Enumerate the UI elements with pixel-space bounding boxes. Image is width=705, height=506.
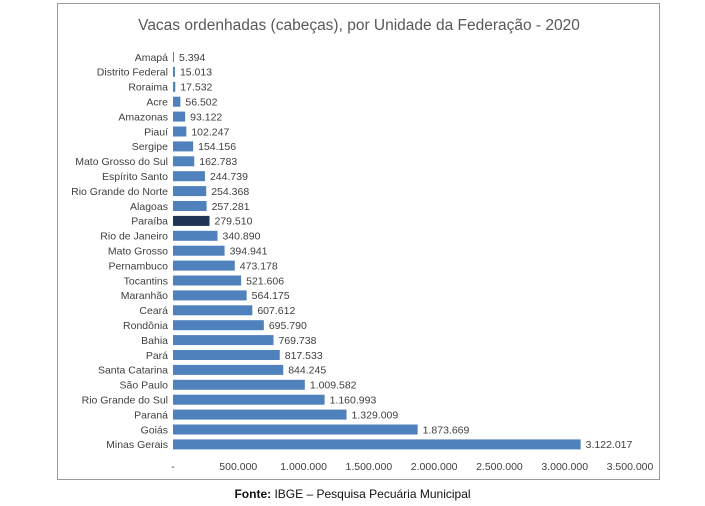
bar-sergipe <box>173 141 194 152</box>
bar-maranhao <box>173 290 247 301</box>
value-label-piaui: 102.247 <box>191 126 229 138</box>
value-label-goias: 1.873.669 <box>423 424 470 436</box>
category-label-mato-grosso: Mato Grosso <box>108 246 168 258</box>
chart-title: Vacas ordenhadas (cabeças), por Unidade … <box>138 17 580 34</box>
value-label-rondonia: 695.790 <box>269 320 307 332</box>
value-label-ceara: 607.612 <box>257 305 295 317</box>
category-label-parana: Paraná <box>134 409 168 421</box>
bar-mato-grosso-do-sul <box>173 156 195 167</box>
value-label-amazonas: 93.122 <box>190 111 222 123</box>
value-label-rio-de-janeiro: 340.890 <box>223 231 261 243</box>
category-label-distrito-federal: Distrito Federal <box>97 67 168 79</box>
category-label-paraiba: Paraíba <box>131 216 168 228</box>
bar-chart: Vacas ordenhadas (cabeças), por Unidade … <box>71 17 653 473</box>
bar-rondonia <box>173 320 264 331</box>
value-label-mato-grosso-do-sul: 162.783 <box>199 156 237 168</box>
bar-ceara <box>173 305 253 316</box>
value-label-sergipe: 154.156 <box>198 141 236 153</box>
value-label-espirito-santo: 244.739 <box>210 171 248 183</box>
bar-amazonas <box>173 111 186 122</box>
x-tick-label: - <box>171 461 175 473</box>
bar-minas-gerais <box>173 439 581 450</box>
bar-piaui <box>173 126 187 137</box>
bar-rio-grande-do-norte <box>173 186 207 197</box>
category-label-sao-paulo: São Paulo <box>120 380 169 392</box>
x-tick-label: 3.000.000 <box>541 461 588 473</box>
x-tick-label: 3.500.000 <box>607 461 654 473</box>
bar-santa-catarina <box>173 364 284 375</box>
value-label-paraiba: 279.510 <box>214 216 252 228</box>
value-label-santa-catarina: 844.245 <box>288 365 326 377</box>
bar-roraima <box>173 81 176 92</box>
category-label-para: Pará <box>146 350 168 362</box>
bar-paraiba <box>173 215 210 226</box>
x-tick-label: 1.000.000 <box>280 461 327 473</box>
bar-tocantins <box>173 275 242 286</box>
value-label-rio-grande-do-norte: 254.368 <box>211 186 249 198</box>
x-tick-label: 2.500.000 <box>476 461 523 473</box>
bar-alagoas <box>173 201 207 211</box>
bar-espirito-santo <box>173 171 205 182</box>
bar-rio-de-janeiro <box>173 230 218 241</box>
bar-distrito-federal <box>173 66 175 77</box>
value-label-minas-gerais: 3.122.017 <box>586 439 633 451</box>
value-label-parana: 1.329.009 <box>352 409 399 421</box>
category-label-rio-grande-do-sul: Rio Grande do Sul <box>82 395 168 407</box>
bar-bahia <box>173 335 274 346</box>
category-label-mato-grosso-do-sul: Mato Grosso do Sul <box>75 156 168 168</box>
bar-parana <box>173 409 347 420</box>
bar-sao-paulo <box>173 379 305 390</box>
value-label-roraima: 17.532 <box>180 82 212 94</box>
category-label-bahia: Bahia <box>141 335 168 347</box>
category-label-pernambuco: Pernambuco <box>108 260 168 272</box>
x-tick-label: 2.000.000 <box>411 461 458 473</box>
value-label-tocantins: 521.606 <box>246 275 284 287</box>
x-tick-label: 500.000 <box>219 461 257 473</box>
x-axis-ticks: - 500.000 1.000.000 1.500.000 2.000.000 2.500… <box>171 461 653 473</box>
value-label-rio-grande-do-sul: 1.160.993 <box>330 395 377 407</box>
bar-goias <box>173 424 418 435</box>
value-label-acre: 56.502 <box>185 97 217 109</box>
bar-mato-grosso <box>173 245 225 256</box>
category-label-amapa: Amapá <box>135 52 168 64</box>
x-tick-label: 1.500.000 <box>345 461 392 473</box>
value-label-amapa: 5.394 <box>179 52 205 64</box>
bar-rio-grande-do-sul <box>173 394 325 405</box>
category-label-sergipe: Sergipe <box>132 141 168 153</box>
value-label-para: 817.533 <box>285 350 323 362</box>
bar-amapa <box>173 52 174 62</box>
source-note: Fonte: IBGE – Pesquisa Pecuária Municipa… <box>0 487 705 501</box>
value-label-pernambuco: 473.178 <box>240 260 278 272</box>
bar-para <box>173 350 280 360</box>
category-label-roraima: Roraima <box>128 82 168 94</box>
category-label-maranhao: Maranhão <box>121 290 168 302</box>
category-label-acre: Acre <box>146 97 168 109</box>
category-label-alagoas: Alagoas <box>130 201 168 213</box>
category-label-tocantins: Tocantins <box>124 275 168 287</box>
category-label-santa-catarina: Santa Catarina <box>98 365 168 377</box>
category-label-rio-de-janeiro: Rio de Janeiro <box>100 231 168 243</box>
category-label-goias: Goiás <box>141 424 168 436</box>
category-label-espirito-santo: Espírito Santo <box>102 171 168 183</box>
bar-acre <box>173 96 181 107</box>
bar-pernambuco <box>173 260 235 271</box>
source-text: IBGE – Pesquisa Pecuária Municipal <box>271 487 471 501</box>
category-label-amazonas: Amazonas <box>118 111 168 123</box>
bars-layer: Amapá 5.394 Distrito Federal 15.013 Roraima 1… <box>71 52 632 451</box>
category-label-minas-gerais: Minas Gerais <box>106 439 168 451</box>
value-label-alagoas: 257.281 <box>212 201 250 213</box>
category-label-piaui: Piauí <box>144 126 168 138</box>
category-label-rio-grande-do-norte: Rio Grande do Norte <box>71 186 168 198</box>
chart-frame: Vacas ordenhadas (cabeças), por Unidade … <box>57 3 660 480</box>
value-label-distrito-federal: 15.013 <box>180 67 212 79</box>
category-label-rondonia: Rondônia <box>123 320 168 332</box>
source-label: Fonte: <box>234 487 272 501</box>
category-label-ceara: Ceará <box>139 305 168 317</box>
value-label-sao-paulo: 1.009.582 <box>310 380 357 392</box>
value-label-maranhao: 564.175 <box>252 290 290 302</box>
value-label-mato-grosso: 394.941 <box>230 246 268 258</box>
value-label-bahia: 769.738 <box>279 335 317 347</box>
